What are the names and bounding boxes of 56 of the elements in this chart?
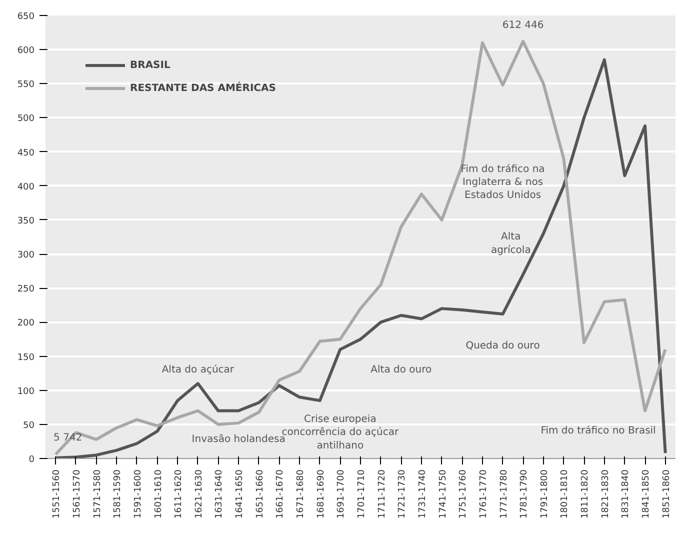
x-tick-label: 1821-1830 (600, 469, 611, 519)
y-tick-label: 150 (17, 352, 35, 363)
x-tick-label: 1771-1780 (499, 469, 510, 519)
y-tick-label: 450 (17, 148, 35, 158)
y-tick-label: 650 (17, 12, 35, 22)
annotation: Alta do açúcar (162, 364, 235, 376)
x-tick-label: 1751-1760 (458, 469, 469, 519)
x-tick-label: 1611-1620 (174, 469, 184, 519)
legend-label: RESTANTE DAS AMÉRICAS (130, 82, 276, 94)
x-tick-label: 1551-1560 (52, 469, 62, 519)
annotation: Alta agrícola (490, 232, 531, 256)
x-tick-label: 1741-1750 (438, 469, 448, 519)
y-tick-label: 350 (17, 216, 35, 226)
x-tick-label: 1851-1860 (662, 469, 672, 519)
y-tick-label: 250 (17, 284, 35, 295)
annotation: Invasão holandesa (192, 434, 286, 445)
annotation: 612 446 (502, 20, 544, 32)
x-tick-label: 1561-1570 (72, 469, 82, 519)
x-tick-label: 1811-1820 (580, 469, 591, 519)
x-tick-label: 1791-1800 (540, 469, 550, 519)
x-tick-label: 1641-1650 (235, 469, 246, 519)
annotation: Queda do ouro (466, 340, 540, 352)
x-tick-label: 1801-1810 (560, 469, 570, 519)
y-tick-label: 200 (17, 318, 35, 329)
legend-label: BRASIL (130, 60, 170, 70)
y-tick-label: 50 (23, 420, 35, 431)
x-tick-label: 1781-1790 (520, 469, 530, 519)
x-tick-label: 1581-1590 (113, 469, 124, 519)
x-tick-label: 1711-1720 (377, 469, 388, 519)
x-tick-label: 1671-1680 (296, 469, 306, 519)
x-tick-label: 1731-1740 (418, 469, 428, 519)
x-tick-label: 1721-1730 (398, 469, 408, 519)
x-tick-label: 1571-1580 (92, 469, 103, 519)
x-tick-label: 1681-1690 (316, 469, 326, 519)
annotation: Fim do tráfico na Inglaterra & nos Estados Unidos (460, 164, 545, 202)
y-tick-label: 0 (28, 455, 35, 465)
annotation: Alta do ouro (370, 364, 432, 376)
y-tick-label: 100 (17, 386, 35, 397)
x-tick-label: 1841-1850 (642, 469, 652, 519)
x-tick-label: 1661-1670 (276, 469, 286, 519)
x-tick-label: 1691-1700 (336, 469, 347, 519)
y-tick-label: 300 (17, 250, 35, 261)
x-tick-label: 1831-1840 (621, 469, 632, 519)
annotation: 5 742 (54, 432, 82, 444)
x-tick-label: 1621-1630 (194, 469, 204, 519)
x-tick-label: 1591-1600 (133, 469, 144, 519)
y-tick-label: 550 (17, 80, 35, 90)
x-tick-label: 1761-1770 (478, 469, 489, 519)
annotation: Fim do tráfico no Brasil (540, 426, 656, 437)
y-tick-label: 400 (17, 182, 35, 192)
y-tick-label: 600 (17, 46, 35, 56)
x-tick-label: 1601-1610 (154, 469, 164, 519)
x-tick-label: 1701-1710 (357, 469, 367, 519)
y-tick-label: 500 (17, 114, 35, 124)
x-tick-label: 1651-1660 (255, 469, 266, 519)
x-tick-label: 1631-1640 (214, 469, 225, 519)
